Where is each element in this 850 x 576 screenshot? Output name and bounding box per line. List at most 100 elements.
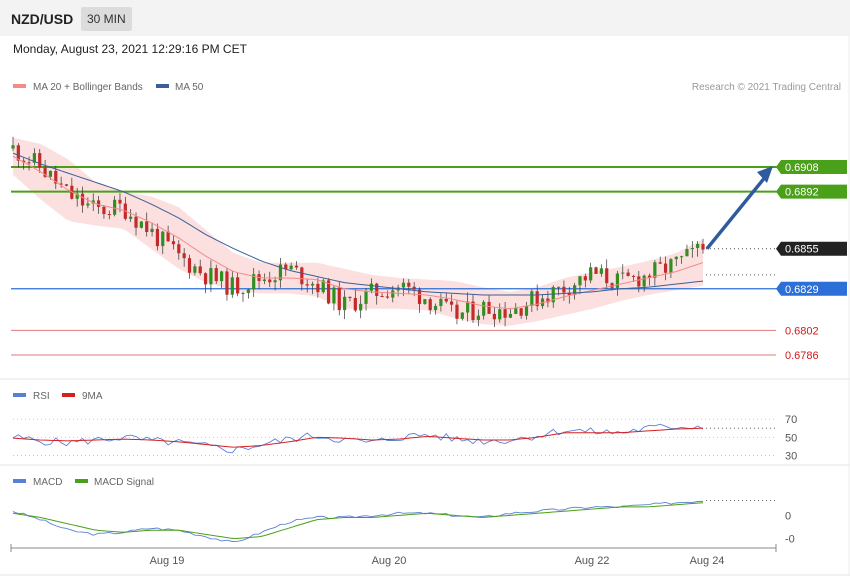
level-label-0.6908: 0.6908: [785, 162, 819, 174]
candle-body: [220, 271, 224, 282]
macd-signal-legend-swatch: [75, 479, 88, 483]
candle-body: [278, 264, 283, 281]
candle-body: [535, 291, 539, 307]
ma50-legend-swatch: [156, 84, 169, 88]
candle-body: [573, 285, 577, 295]
candle-body: [663, 263, 668, 273]
candle-body: [268, 279, 272, 283]
candle-body: [145, 221, 149, 233]
candle-body: [492, 313, 496, 320]
candle-body: [556, 286, 561, 288]
candle-body: [64, 184, 69, 186]
candle-body: [524, 305, 529, 316]
x-tick-label: Aug 24: [690, 555, 725, 567]
candle-body: [455, 304, 459, 319]
candle-body: [519, 308, 523, 316]
candle-body: [16, 145, 20, 161]
candle-body: [578, 276, 582, 286]
candle-body: [150, 228, 154, 233]
candle-body: [11, 145, 15, 149]
candle-body: [375, 283, 379, 296]
candle-body: [391, 290, 395, 298]
candle-body: [369, 283, 373, 291]
ma20-line: [12, 155, 704, 310]
chart-datetime: Monday, August 23, 2021 12:29:16 PM CET: [13, 42, 247, 56]
candle-body: [433, 305, 438, 311]
ma50-legend-label: MA 50: [175, 82, 204, 93]
candle-body: [214, 268, 218, 282]
candle-body: [203, 273, 208, 285]
candle-body: [631, 275, 636, 277]
level-label-0.6802: 0.6802: [785, 325, 819, 337]
candle-body: [252, 274, 256, 290]
candle-body: [284, 264, 288, 270]
level-tag-0.6829: [776, 281, 847, 296]
candle-body: [615, 273, 620, 288]
candle-body: [171, 241, 176, 245]
candle-body: [305, 284, 309, 286]
candle-body: [236, 277, 240, 294]
candle-body: [364, 290, 368, 304]
candle-body: [289, 265, 293, 270]
candle-body: [482, 301, 486, 316]
candle-body: [680, 256, 684, 258]
candle-body: [647, 275, 652, 278]
candle-body: [54, 170, 58, 184]
candle-body: [59, 183, 63, 185]
price-level-lines: [11, 166, 778, 356]
rsi-line: [12, 423, 704, 454]
x-axis: Aug 19 Aug 20 Aug 22 Aug 24: [10, 544, 777, 567]
candle-body: [498, 309, 502, 320]
candle-body: [567, 292, 571, 295]
candle-body: [27, 162, 31, 164]
candle-body: [696, 243, 700, 248]
candle-body: [187, 258, 192, 273]
candle-body: [642, 275, 646, 287]
candle-body: [690, 247, 694, 250]
timeframe-button[interactable]: 30 MIN: [81, 7, 132, 31]
candle-body: [246, 289, 250, 294]
rsi-legend-swatch: [13, 393, 26, 397]
level-label-0.6786: 0.6786: [785, 350, 819, 362]
candle-body: [594, 267, 598, 274]
candle-body: [508, 313, 513, 318]
candle-body: [599, 268, 603, 274]
candle-body: [273, 280, 277, 283]
candle-body: [332, 287, 336, 304]
level-label-0.6855: 0.6855: [785, 244, 819, 256]
candle-body: [701, 243, 705, 250]
candle-body: [326, 280, 331, 304]
rsi-9ma-line: [12, 427, 704, 448]
candle-body: [129, 216, 133, 219]
candle-body: [530, 291, 534, 306]
candle-body: [22, 160, 26, 163]
candle-body: [674, 256, 678, 260]
candle-body: [589, 267, 593, 281]
projection-arrow-head: [757, 166, 773, 184]
candle-body: [134, 216, 138, 228]
candle-body: [439, 298, 443, 306]
level-tag-0.6892: [776, 184, 847, 199]
candle-body: [86, 203, 90, 206]
candle-body: [626, 272, 630, 276]
candle-body: [551, 287, 555, 303]
candle-body: [487, 301, 491, 314]
x-tick-label: Aug 19: [150, 555, 185, 567]
ma20-legend-swatch: [13, 84, 26, 88]
candle-body: [658, 262, 662, 264]
candle-body: [546, 298, 550, 303]
level-label-0.6892: 0.6892: [785, 187, 819, 199]
rsi-tick-70: 70: [785, 414, 797, 426]
candle-body: [417, 289, 422, 304]
candle-body: [605, 268, 609, 284]
macd-tick-1: -0: [785, 534, 795, 546]
rsi-legend-label: RSI: [33, 391, 50, 402]
candle-body: [177, 244, 181, 254]
candle-body: [32, 153, 36, 163]
macd-legend-swatch: [13, 479, 26, 483]
level-tag-0.6855: [776, 241, 847, 256]
bollinger-band-layer: [13, 137, 703, 326]
candle-body: [113, 199, 117, 215]
macd-signal-line: [12, 502, 704, 539]
candle-body: [412, 286, 416, 290]
